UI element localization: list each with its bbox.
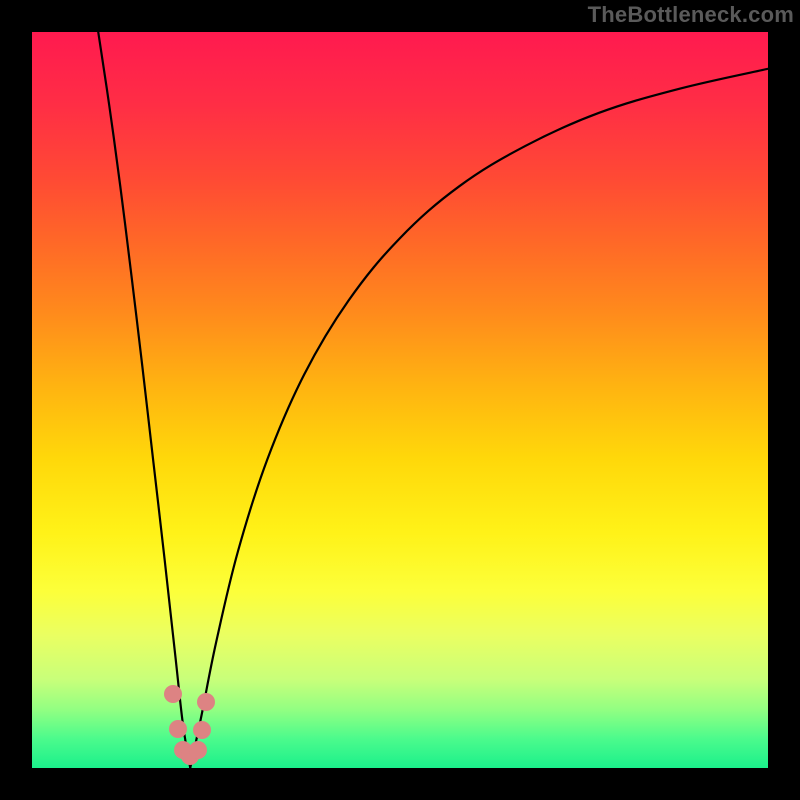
valley-marker xyxy=(189,741,207,759)
valley-marker xyxy=(193,721,211,739)
attribution-watermark: TheBottleneck.com xyxy=(588,2,794,28)
curve-left-branch xyxy=(98,32,190,768)
valley-marker xyxy=(169,720,187,738)
plot-area xyxy=(32,32,768,768)
bottleneck-curve xyxy=(32,32,768,768)
chart-root: TheBottleneck.com xyxy=(0,0,800,800)
curve-right-branch xyxy=(190,69,768,768)
valley-marker xyxy=(164,685,182,703)
valley-marker xyxy=(197,693,215,711)
